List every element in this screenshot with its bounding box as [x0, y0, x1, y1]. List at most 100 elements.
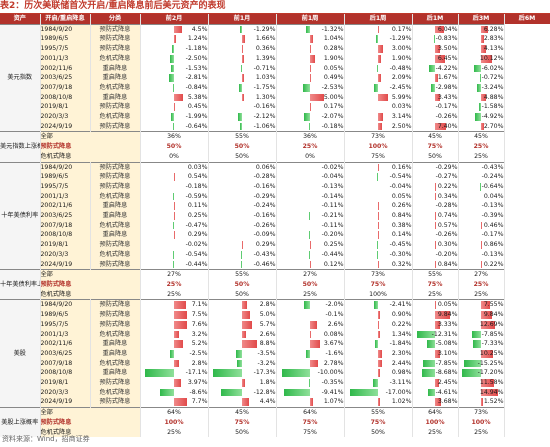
- value-text: -17.00%: [385, 388, 412, 396]
- value-text: 0.74%: [437, 212, 458, 220]
- value-text: 0.05%: [437, 301, 458, 309]
- table-row: 1989/6/5 预防式降息 7.5% 5.0% -0.1% 0.90% 9.84% 9.84…: [0, 310, 550, 320]
- value-bar: [378, 349, 382, 358]
- value-cell: 0.38%: [344, 220, 413, 231]
- probability-cell: 50%: [208, 142, 277, 152]
- probability-cell: 73%: [344, 131, 413, 143]
- table-row: 1995/7/5 预防式降息 -0.18% -0.16% -0.13% -0.04% 0.2…: [0, 181, 550, 192]
- value-text: -0.28%: [253, 173, 276, 181]
- value-cell: 0.22%: [344, 319, 413, 330]
- summary-row: 预防式降息 100% 75% 75% 75% 100% 100%: [0, 417, 550, 428]
- value-bar: [173, 250, 174, 259]
- type-cell: 危机式降息: [90, 387, 141, 398]
- summary-label: 危机式降息: [40, 151, 141, 163]
- value-text: -1.18%: [185, 45, 208, 53]
- value-text: 9.84%: [483, 311, 504, 319]
- value-text: -17.3%: [253, 369, 276, 377]
- table-row: 1989/6/5 预防式降息 1.24% 1.66% 1.04% -1.29% -0.83%…: [0, 34, 550, 45]
- value-cell: 0.25%: [276, 240, 345, 250]
- value-text: -2.50%: [185, 54, 208, 62]
- value-bar: [481, 349, 493, 358]
- value-cell: -0.17%: [458, 230, 505, 241]
- probability-cell: 25%: [140, 427, 209, 438]
- value-cell: -0.26%: [412, 230, 459, 241]
- value-text: 0.29%: [255, 241, 276, 249]
- probability-cell: 75%: [412, 279, 459, 290]
- value-cell: 5.38%: [140, 92, 209, 103]
- value-text: -0.11%: [321, 221, 344, 229]
- value-cell: 0.29%: [208, 240, 277, 250]
- value-bar: [461, 369, 481, 378]
- value-text: -1.06%: [253, 122, 276, 130]
- value-bar: [282, 369, 310, 378]
- value-bar: [435, 212, 437, 220]
- value-text: 5.0%: [259, 311, 276, 319]
- value-text: -0.11%: [321, 202, 344, 210]
- value-cell: 0.14%: [344, 230, 413, 241]
- value-text: -8.68%: [435, 369, 458, 377]
- type-cell: 危机式降息: [90, 220, 141, 231]
- date-cell: 2020/3/3: [40, 387, 91, 398]
- value-text: -1.6%: [325, 349, 344, 357]
- value-cell: -7.85%: [458, 329, 505, 340]
- probability-cell: 25%: [458, 142, 505, 152]
- probability-cell: 64%: [412, 407, 459, 418]
- value-bar: [378, 330, 381, 339]
- value-cell: 4.5%: [140, 23, 209, 35]
- value-bar: [378, 212, 380, 220]
- probability-cell: 0%: [140, 151, 209, 163]
- date-cell: 1989/6/5: [40, 172, 91, 182]
- summary-label: 预防式降息: [40, 142, 141, 152]
- value-cell: -3.11%: [344, 378, 413, 388]
- value-cell: 2.83%: [458, 34, 505, 45]
- probability-cell: 73%: [458, 407, 505, 418]
- value-text: -3.5%: [257, 349, 276, 357]
- probability-cell: 55%: [344, 407, 413, 418]
- value-cell: -2.50%: [140, 53, 209, 64]
- value-cell: 3.10%: [412, 348, 459, 359]
- type-cell: 预防式降息: [90, 397, 141, 408]
- value-text: 2.09%: [391, 74, 412, 82]
- value-bar: [174, 311, 187, 319]
- value-text: 4.13%: [483, 45, 504, 53]
- date-cell: 2008/10/8: [40, 92, 91, 103]
- value-cell: -1.18%: [140, 44, 209, 54]
- section-label: 美元指数: [0, 23, 41, 132]
- value-text: 0.28%: [323, 45, 344, 53]
- probability-cell: 75%: [344, 151, 413, 163]
- value-bar: [349, 388, 378, 397]
- date-cell: 1984/9/20: [40, 161, 91, 173]
- value-text: 0.03%: [187, 163, 208, 171]
- probability-cell: 25%: [458, 279, 505, 290]
- date-cell: 2019/8/1: [40, 378, 91, 388]
- value-cell: -0.35%: [276, 378, 345, 388]
- value-bar: [309, 122, 310, 131]
- value-text: -0.54%: [389, 173, 412, 181]
- value-bar: [377, 241, 378, 249]
- value-bar: [378, 113, 384, 121]
- value-cell: -1.06%: [208, 121, 277, 132]
- value-text: 3.68%: [437, 398, 458, 406]
- value-bar: [304, 301, 310, 310]
- value-text: -0.26%: [253, 221, 276, 229]
- value-text: 2.70%: [483, 122, 504, 130]
- type-cell: 重启降息: [90, 63, 141, 74]
- value-text: 6.04%: [437, 25, 458, 33]
- value-bar: [435, 93, 441, 102]
- value-bar: [481, 388, 498, 397]
- value-text: -1.58%: [481, 103, 504, 111]
- value-text: -17.20%: [477, 369, 504, 377]
- value-text: -0.29%: [253, 192, 276, 200]
- value-text: 2.6%: [259, 330, 276, 338]
- value-bar: [306, 25, 310, 34]
- value-bar: [377, 64, 378, 73]
- value-cell: -0.71%: [208, 63, 277, 74]
- value-text: 1.90%: [391, 54, 412, 62]
- value-bar: [416, 330, 435, 339]
- value-bar: [236, 349, 242, 358]
- probability-cell: 45%: [412, 131, 459, 143]
- probability-cell: 64%: [276, 407, 345, 418]
- summary-row: 危机式降息 25% 50% 25% 100% 25% 25%: [0, 289, 550, 300]
- probability-cell: 36%: [140, 131, 209, 143]
- value-bar: [242, 74, 244, 82]
